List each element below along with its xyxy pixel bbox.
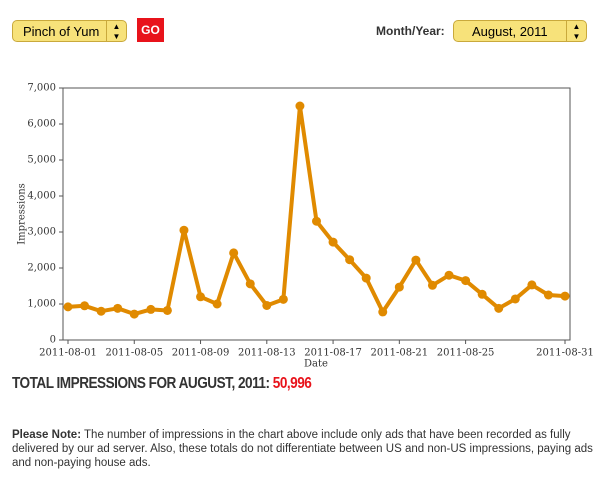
data-point (245, 279, 255, 289)
data-point (312, 216, 321, 226)
data-point (560, 291, 570, 301)
y-tick-label: 5,000 (27, 155, 56, 166)
plot-frame (62, 87, 571, 341)
go-button[interactable]: GO (137, 18, 164, 42)
data-point (63, 302, 73, 312)
select-arrows: ▲ ▼ (566, 21, 586, 41)
site-name: Pinch of Yum (23, 24, 100, 39)
select-arrows: ▲ ▼ (106, 21, 126, 41)
x-tick-label: 2011-08-25 (437, 348, 495, 359)
period-label: Month/Year: (376, 24, 445, 38)
data-point (461, 276, 471, 286)
site-select[interactable]: Pinch of Yum ▲ ▼ (12, 20, 127, 42)
x-tick-label: 2011-08-09 (172, 348, 230, 359)
note: Please Note: The number of impressions i… (12, 428, 607, 470)
x-tick-label: 2011-08-21 (371, 348, 429, 359)
data-point (80, 301, 90, 311)
data-point (196, 292, 206, 302)
x-tick-label: 2011-08-05 (105, 348, 163, 359)
x-axis-label: Date (304, 359, 328, 370)
data-point (394, 282, 404, 292)
y-axis-label: Impressions (17, 183, 28, 245)
data-point (527, 280, 537, 290)
y-tick-label: 4,000 (27, 191, 56, 202)
x-tick-label: 2011-08-01 (39, 348, 97, 359)
data-point (427, 280, 437, 290)
note-label: Please Note: (12, 429, 82, 441)
data-point (345, 255, 355, 265)
chart: Impressions Date 0 1,000 2,000 3,000 4,000 5,… (17, 83, 594, 370)
y-tick-label: 6,000 (27, 119, 56, 130)
data-point (96, 306, 106, 316)
period-value: August, 2011 (472, 24, 548, 39)
data-point (129, 309, 139, 319)
total-label: TOTAL IMPRESSIONS FOR AUGUST, 2011: (12, 375, 270, 392)
data-point (262, 300, 272, 310)
y-tick-label: 7,000 (27, 83, 56, 94)
x-tick-label: 2011-08-31 (536, 348, 594, 359)
data-point (378, 307, 388, 317)
data-point (361, 273, 371, 283)
data-point (328, 237, 338, 247)
data-point (510, 294, 520, 304)
data-point (444, 270, 454, 280)
y-tick-label: 0 (50, 335, 56, 346)
data-point (543, 290, 553, 300)
data-point (278, 294, 288, 304)
data-point (179, 225, 189, 235)
x-tick-label: 2011-08-17 (304, 348, 362, 359)
data-point (146, 304, 156, 314)
data-line (67, 104, 566, 317)
y-tick-label: 2,000 (27, 263, 56, 274)
x-tick-label: 2011-08-13 (238, 348, 296, 359)
data-point (162, 305, 172, 315)
total: TOTAL IMPRESSIONS FOR AUGUST, 2011: 50,9… (12, 375, 312, 393)
total-value: 50,996 (272, 375, 312, 392)
note-text: The number of impressions in the chart a… (12, 429, 593, 469)
data-point (477, 289, 487, 299)
y-tick-label: 3,000 (27, 227, 56, 238)
data-point (229, 248, 239, 258)
period-select[interactable]: August, 2011 ▲ ▼ (453, 20, 587, 42)
data-point (113, 303, 123, 313)
data-point (494, 303, 504, 313)
data-point (212, 299, 222, 309)
data-point (295, 101, 305, 111)
y-tick-label: 1,000 (27, 299, 56, 310)
data-point (411, 255, 421, 265)
